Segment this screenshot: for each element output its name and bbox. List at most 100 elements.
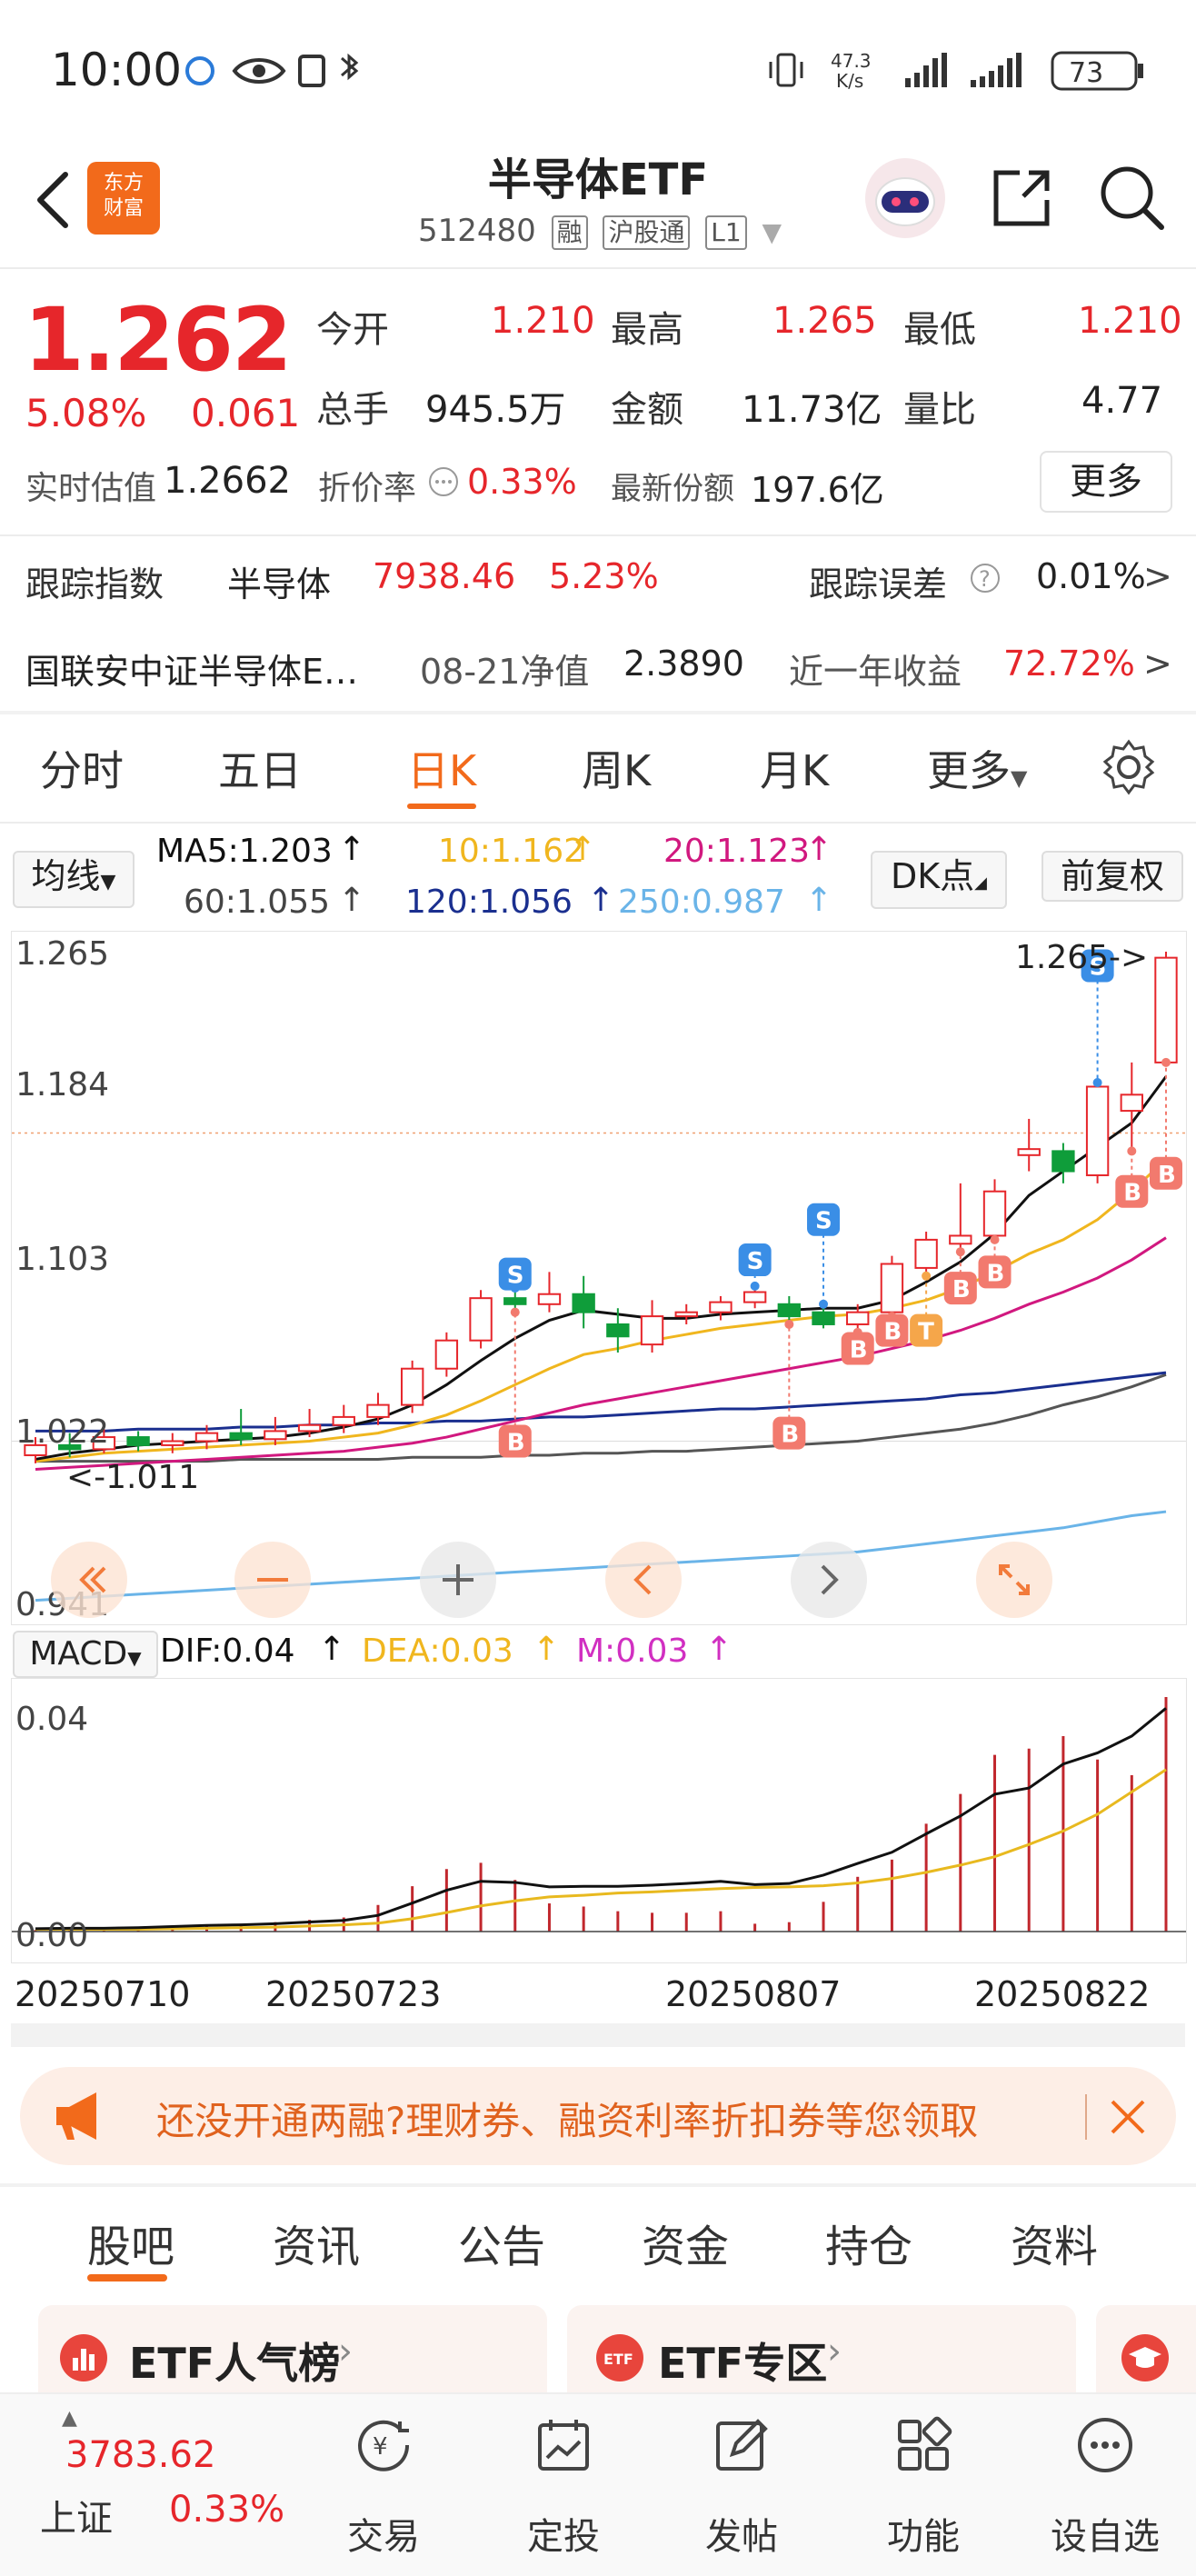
signal-badge-B <box>1115 1174 1149 1208</box>
amount-label: 金额 <box>611 389 683 431</box>
tab-funds[interactable]: 资金 <box>642 2222 730 2272</box>
signal-dot <box>1161 1057 1171 1067</box>
ma10-line <box>35 1158 1168 1463</box>
step-left-icon[interactable] <box>603 1539 684 1621</box>
candle-body <box>229 1432 253 1441</box>
volume-value: 945.5万 <box>425 389 566 431</box>
signal-badge-B <box>841 1332 874 1365</box>
signal-badge-label: S <box>815 1208 832 1235</box>
promo-banner[interactable]: 还没开通两融?理财券、融资利率折扣券等您领取 <box>20 2067 1176 2165</box>
zoom-out-icon[interactable] <box>232 1539 314 1621</box>
calendar-chart-icon <box>538 2420 589 2471</box>
signal-dot <box>1092 1078 1102 1088</box>
adjust-button[interactable]: 前复权 <box>1042 851 1183 902</box>
low-value: 1.210 <box>1078 300 1182 342</box>
help-icon[interactable]: ? <box>969 562 1002 594</box>
macd-chart[interactable]: 0.04 0.00 <box>11 1678 1187 1963</box>
robot-assistant-icon[interactable] <box>863 156 947 240</box>
tab-daily-k[interactable]: 日K <box>407 746 477 795</box>
graduation-cap-icon <box>1121 2334 1169 2381</box>
indicator-select-label: 均线 <box>31 856 101 896</box>
header-divider <box>0 267 1196 269</box>
signal-badge-B <box>498 1424 532 1458</box>
signal-badge-label: B <box>781 1422 799 1449</box>
arrow-up-icon: ↑ <box>338 831 366 868</box>
signal-dot <box>750 1281 760 1291</box>
tab-profile[interactable]: 资料 <box>1011 2222 1099 2272</box>
date-label: 20250710 <box>15 1974 191 2014</box>
education-card[interactable] <box>1096 2305 1196 2407</box>
nav-label: 设自选 <box>1051 2516 1160 2558</box>
arrow-up-icon: ↑ <box>338 882 366 919</box>
high-price-marker: 1.265-> <box>1015 939 1149 976</box>
page-title: 半导体ETF <box>487 155 709 205</box>
step-right-icon[interactable] <box>788 1539 870 1621</box>
chevron-right-icon: > <box>1143 644 1172 684</box>
indicator-select[interactable]: 均线▼ <box>13 851 135 908</box>
info-dots-icon[interactable] <box>427 465 460 498</box>
zoom-in-icon[interactable] <box>417 1539 499 1621</box>
tab-news[interactable]: 资讯 <box>273 2222 361 2272</box>
tab-more-label: 更多 <box>927 746 1011 795</box>
dropdown-triangle-icon: ▼ <box>1011 765 1028 791</box>
tab-holdings[interactable]: 持仓 <box>825 2222 913 2272</box>
edit-pencil-icon <box>716 2419 768 2471</box>
candle-body <box>469 1297 493 1342</box>
ma120-line <box>35 1371 1167 1433</box>
dk-point-label: DK点 <box>890 856 975 896</box>
macd-select[interactable]: MACD▼ <box>13 1631 158 1678</box>
app-logo: 东方 财富 <box>87 162 160 235</box>
more-button[interactable]: 更多 <box>1040 451 1172 513</box>
fund-name: 国联安中证半导体E… <box>25 652 359 692</box>
etf-zone-card[interactable]: ETF ETF专区 › <box>567 2305 1076 2407</box>
tab-intraday[interactable]: 分时 <box>40 746 124 795</box>
tab-more[interactable]: 更多▼ <box>927 738 1027 798</box>
y-axis-label: 1.184 <box>15 1066 110 1103</box>
security-code-row[interactable]: 512480 融 沪股通 L1 ▼ <box>418 213 782 250</box>
tabs-divider <box>0 822 1196 824</box>
tag-margin: 融 <box>551 215 588 250</box>
volume-label: 总手 <box>316 389 389 431</box>
candle-body <box>914 1238 938 1269</box>
etf-popularity-card[interactable]: ETF人气榜 › <box>38 2305 547 2407</box>
settings-gear-icon[interactable] <box>1100 738 1158 796</box>
chevron-right-icon: › <box>827 2331 842 2372</box>
chart-footer-band <box>11 2023 1185 2047</box>
signal-dot <box>990 1234 1000 1244</box>
index-value[interactable]: 3783.62 <box>65 2434 216 2476</box>
candle-body <box>572 1293 595 1313</box>
signal-badge-S <box>498 1257 532 1291</box>
active-tab-indicator <box>87 2274 167 2281</box>
tracking-error-value: 0.01% <box>1036 556 1146 596</box>
svg-text:?: ? <box>979 566 991 592</box>
signal-badge-B <box>772 1416 806 1450</box>
signal-badge-T <box>910 1313 943 1347</box>
tab-five-day[interactable]: 五日 <box>218 746 302 795</box>
tag-level: L1 <box>705 215 747 250</box>
dk-point-button[interactable]: DK点◢ <box>871 851 1007 909</box>
tab-monthly-k[interactable]: 月K <box>760 746 830 795</box>
tab-announcements[interactable]: 公告 <box>458 2222 546 2272</box>
status-icons-right: 47.3 K/s 73 <box>769 50 1143 92</box>
tab-forum[interactable]: 股吧 <box>87 2222 175 2272</box>
back-arrow-icon[interactable] <box>27 164 82 236</box>
fullscreen-icon[interactable] <box>973 1539 1055 1621</box>
arrow-up-icon: ↑ <box>587 882 615 919</box>
close-icon[interactable] <box>1105 2094 1151 2140</box>
candle-body <box>297 1423 322 1433</box>
tab-weekly-k[interactable]: 周K <box>582 746 652 795</box>
nav-label: 功能 <box>887 2516 960 2558</box>
status-icons-left <box>185 53 359 87</box>
bottom-nav: ▲ 3783.62 上证 0.33% ¥ 交易 定投 发帖 功能 设自选 <box>0 2392 1196 2576</box>
share-icon[interactable] <box>987 164 1056 233</box>
corner-triangle-icon: ◢ <box>974 874 988 893</box>
amount-value: 11.73亿 <box>742 389 882 431</box>
active-tab-indicator <box>407 804 476 809</box>
date-label: 20250723 <box>265 1974 442 2014</box>
search-icon[interactable] <box>1096 162 1169 235</box>
candle-body <box>606 1323 630 1338</box>
candle-body <box>24 1443 47 1457</box>
rewind-icon[interactable] <box>48 1539 130 1621</box>
